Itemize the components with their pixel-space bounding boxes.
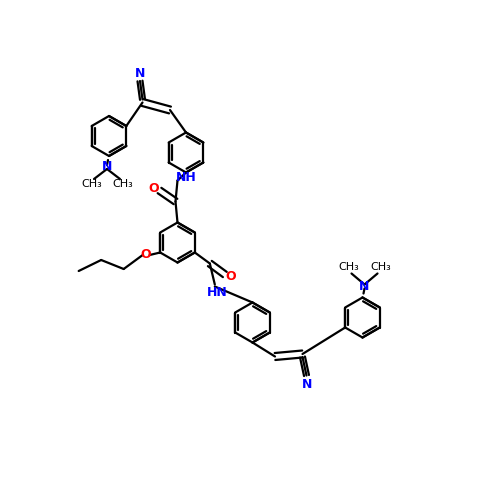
Text: HN: HN (206, 286, 227, 298)
Text: CH₃: CH₃ (81, 179, 102, 189)
Text: CH₃: CH₃ (370, 262, 391, 272)
Text: O: O (141, 248, 152, 262)
Text: N: N (135, 67, 145, 80)
Text: NH: NH (176, 171, 197, 184)
Text: CH₃: CH₃ (338, 262, 359, 272)
Text: CH₃: CH₃ (112, 179, 133, 189)
Text: O: O (148, 182, 159, 195)
Text: O: O (226, 270, 236, 283)
Text: N: N (360, 280, 370, 293)
Text: N: N (102, 160, 112, 173)
Text: N: N (302, 378, 312, 390)
